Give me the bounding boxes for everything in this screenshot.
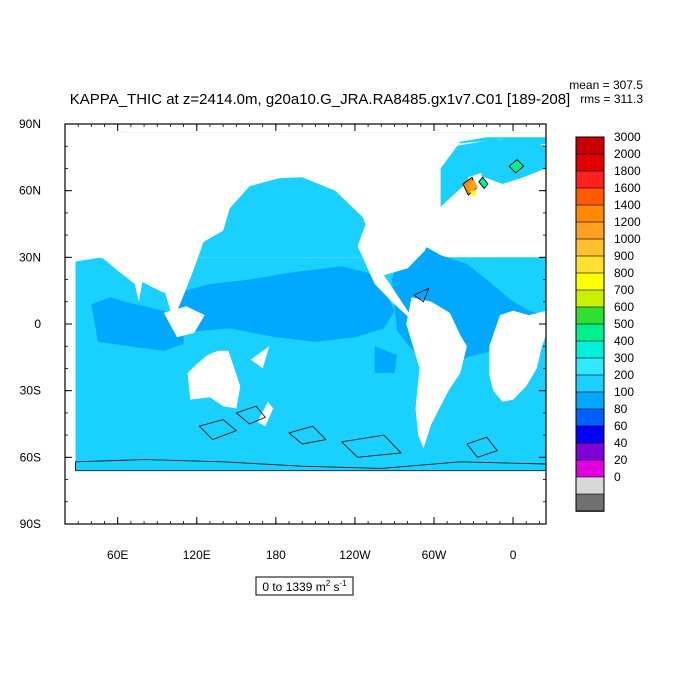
mean-label: mean = 307.5 (569, 78, 643, 92)
colorbar-frame (575, 136, 605, 512)
pacific-islands (250, 346, 270, 369)
colorbar-box (575, 476, 605, 495)
colorbar-label: 700 (614, 283, 634, 297)
x-tick-label: 60E (107, 548, 128, 562)
contour-line-2 (341, 434, 402, 458)
colorbar-box (575, 374, 605, 393)
colorbar-box (575, 136, 605, 155)
colorbar-label: 20 (614, 453, 628, 467)
colorbar-box (575, 306, 605, 325)
x-tick-label: 120E (183, 548, 211, 562)
colorbar-label: 0 (614, 470, 621, 484)
y-tick-label: 30N (19, 250, 41, 264)
range-label: 0 to 1339 m2 s-1 (262, 579, 347, 594)
contour-line-0 (235, 405, 266, 425)
colorbar-label: 900 (614, 249, 634, 263)
africa-landmass (489, 241, 546, 402)
y-tick-label: 90S (20, 517, 41, 531)
field-layer (74, 132, 546, 524)
colorbar-label: 2000 (614, 147, 641, 161)
norwegian-sea-patch (508, 159, 525, 174)
colorbar-box (575, 221, 605, 240)
contour-line-5 (413, 287, 430, 303)
colorbar-box (575, 357, 605, 376)
map-panel: 60E 120E 180 120W 60W 0 90N 60N 30N 0 30S 60S 90S (19, 117, 547, 562)
antarctic-contour (75, 459, 547, 472)
maritime-islands (163, 306, 205, 338)
colorbar-label: 1200 (614, 215, 641, 229)
antarctica-landmass (75, 470, 546, 524)
contour-layer (75, 287, 547, 472)
colorbar-label: 80 (614, 402, 628, 416)
contour-line-1 (288, 425, 327, 445)
y-axis: 90N 60N 30N 0 30S 60S 90S (19, 117, 546, 531)
colorbar-box (575, 238, 605, 257)
east-pacific-patch (374, 346, 398, 373)
iceland-basin-patch (478, 176, 489, 189)
northern-landmass (75, 132, 546, 324)
y-tick-label: 60N (19, 184, 41, 198)
range-box-frame (255, 576, 354, 596)
colorbar-box (575, 289, 605, 308)
tropical-pacific-band (177, 266, 395, 342)
colorbar-label: 1800 (614, 164, 641, 178)
new-zealand-island (257, 401, 274, 427)
colorbar-label: 40 (614, 436, 628, 450)
chart-title: KAPPA_THIC at z=2414.0m, g20a10.G_JRA.RA… (70, 91, 570, 108)
colorbar-label: 300 (614, 351, 634, 365)
greenland-sea-core (468, 179, 478, 193)
colorbar-box (575, 204, 605, 223)
colorbar-box (575, 391, 605, 410)
colorbar-label: 1400 (614, 198, 641, 212)
colorbar-label: 100 (614, 385, 634, 399)
y-tick-label: 0 (34, 317, 41, 331)
x-axis: 60E 120E 180 120W 60W 0 (64, 124, 540, 562)
colorbar-box (575, 442, 605, 461)
colorbar-box (575, 493, 605, 512)
colorbar-box (575, 408, 605, 427)
y-tick-label: 60S (20, 450, 41, 464)
australia-landmass (187, 350, 241, 409)
y-tick-label: 90N (19, 117, 41, 131)
greenland-sea-yellow (469, 190, 478, 198)
rms-label: rms = 311.3 (580, 92, 643, 106)
colorbar-box (575, 170, 605, 189)
range-box: 0 to 1339 m2 s-1 (255, 576, 354, 596)
colorbar-label: 800 (614, 266, 634, 280)
colorbar-label: 200 (614, 368, 634, 382)
x-tick-label: 60W (422, 548, 447, 562)
colorbar-label: 3000 (614, 130, 641, 144)
colorbar-box (575, 425, 605, 444)
colorbar: 3000200018001600140012001000900800700600… (575, 130, 641, 512)
tropical-indian-band (91, 297, 184, 351)
colorbar-label: 400 (614, 334, 634, 348)
colorbar-box (575, 459, 605, 478)
colorbar-box (575, 255, 605, 274)
contour-line-3 (198, 419, 237, 441)
colorbar-box (575, 272, 605, 291)
colorbar-box (575, 187, 605, 206)
colorbar-label: 1600 (614, 181, 641, 195)
x-tick-label: 180 (266, 548, 286, 562)
colorbar-box (575, 340, 605, 359)
colorbar-box (575, 153, 605, 172)
x-tick-label: 0 (510, 548, 517, 562)
colorbar-label: 500 (614, 317, 634, 331)
colorbar-label: 1000 (614, 232, 641, 246)
subtropical-south-band (75, 408, 546, 429)
asia-landmass (74, 201, 208, 320)
y-tick-label: 30S (20, 384, 41, 398)
colorbar-label: 600 (614, 300, 634, 314)
south-america-landmass (406, 297, 467, 449)
colorbar-label: 60 (614, 419, 628, 433)
x-tick-label: 120W (339, 548, 371, 562)
contour-line-4 (466, 436, 498, 458)
colorbar-box (575, 323, 605, 342)
